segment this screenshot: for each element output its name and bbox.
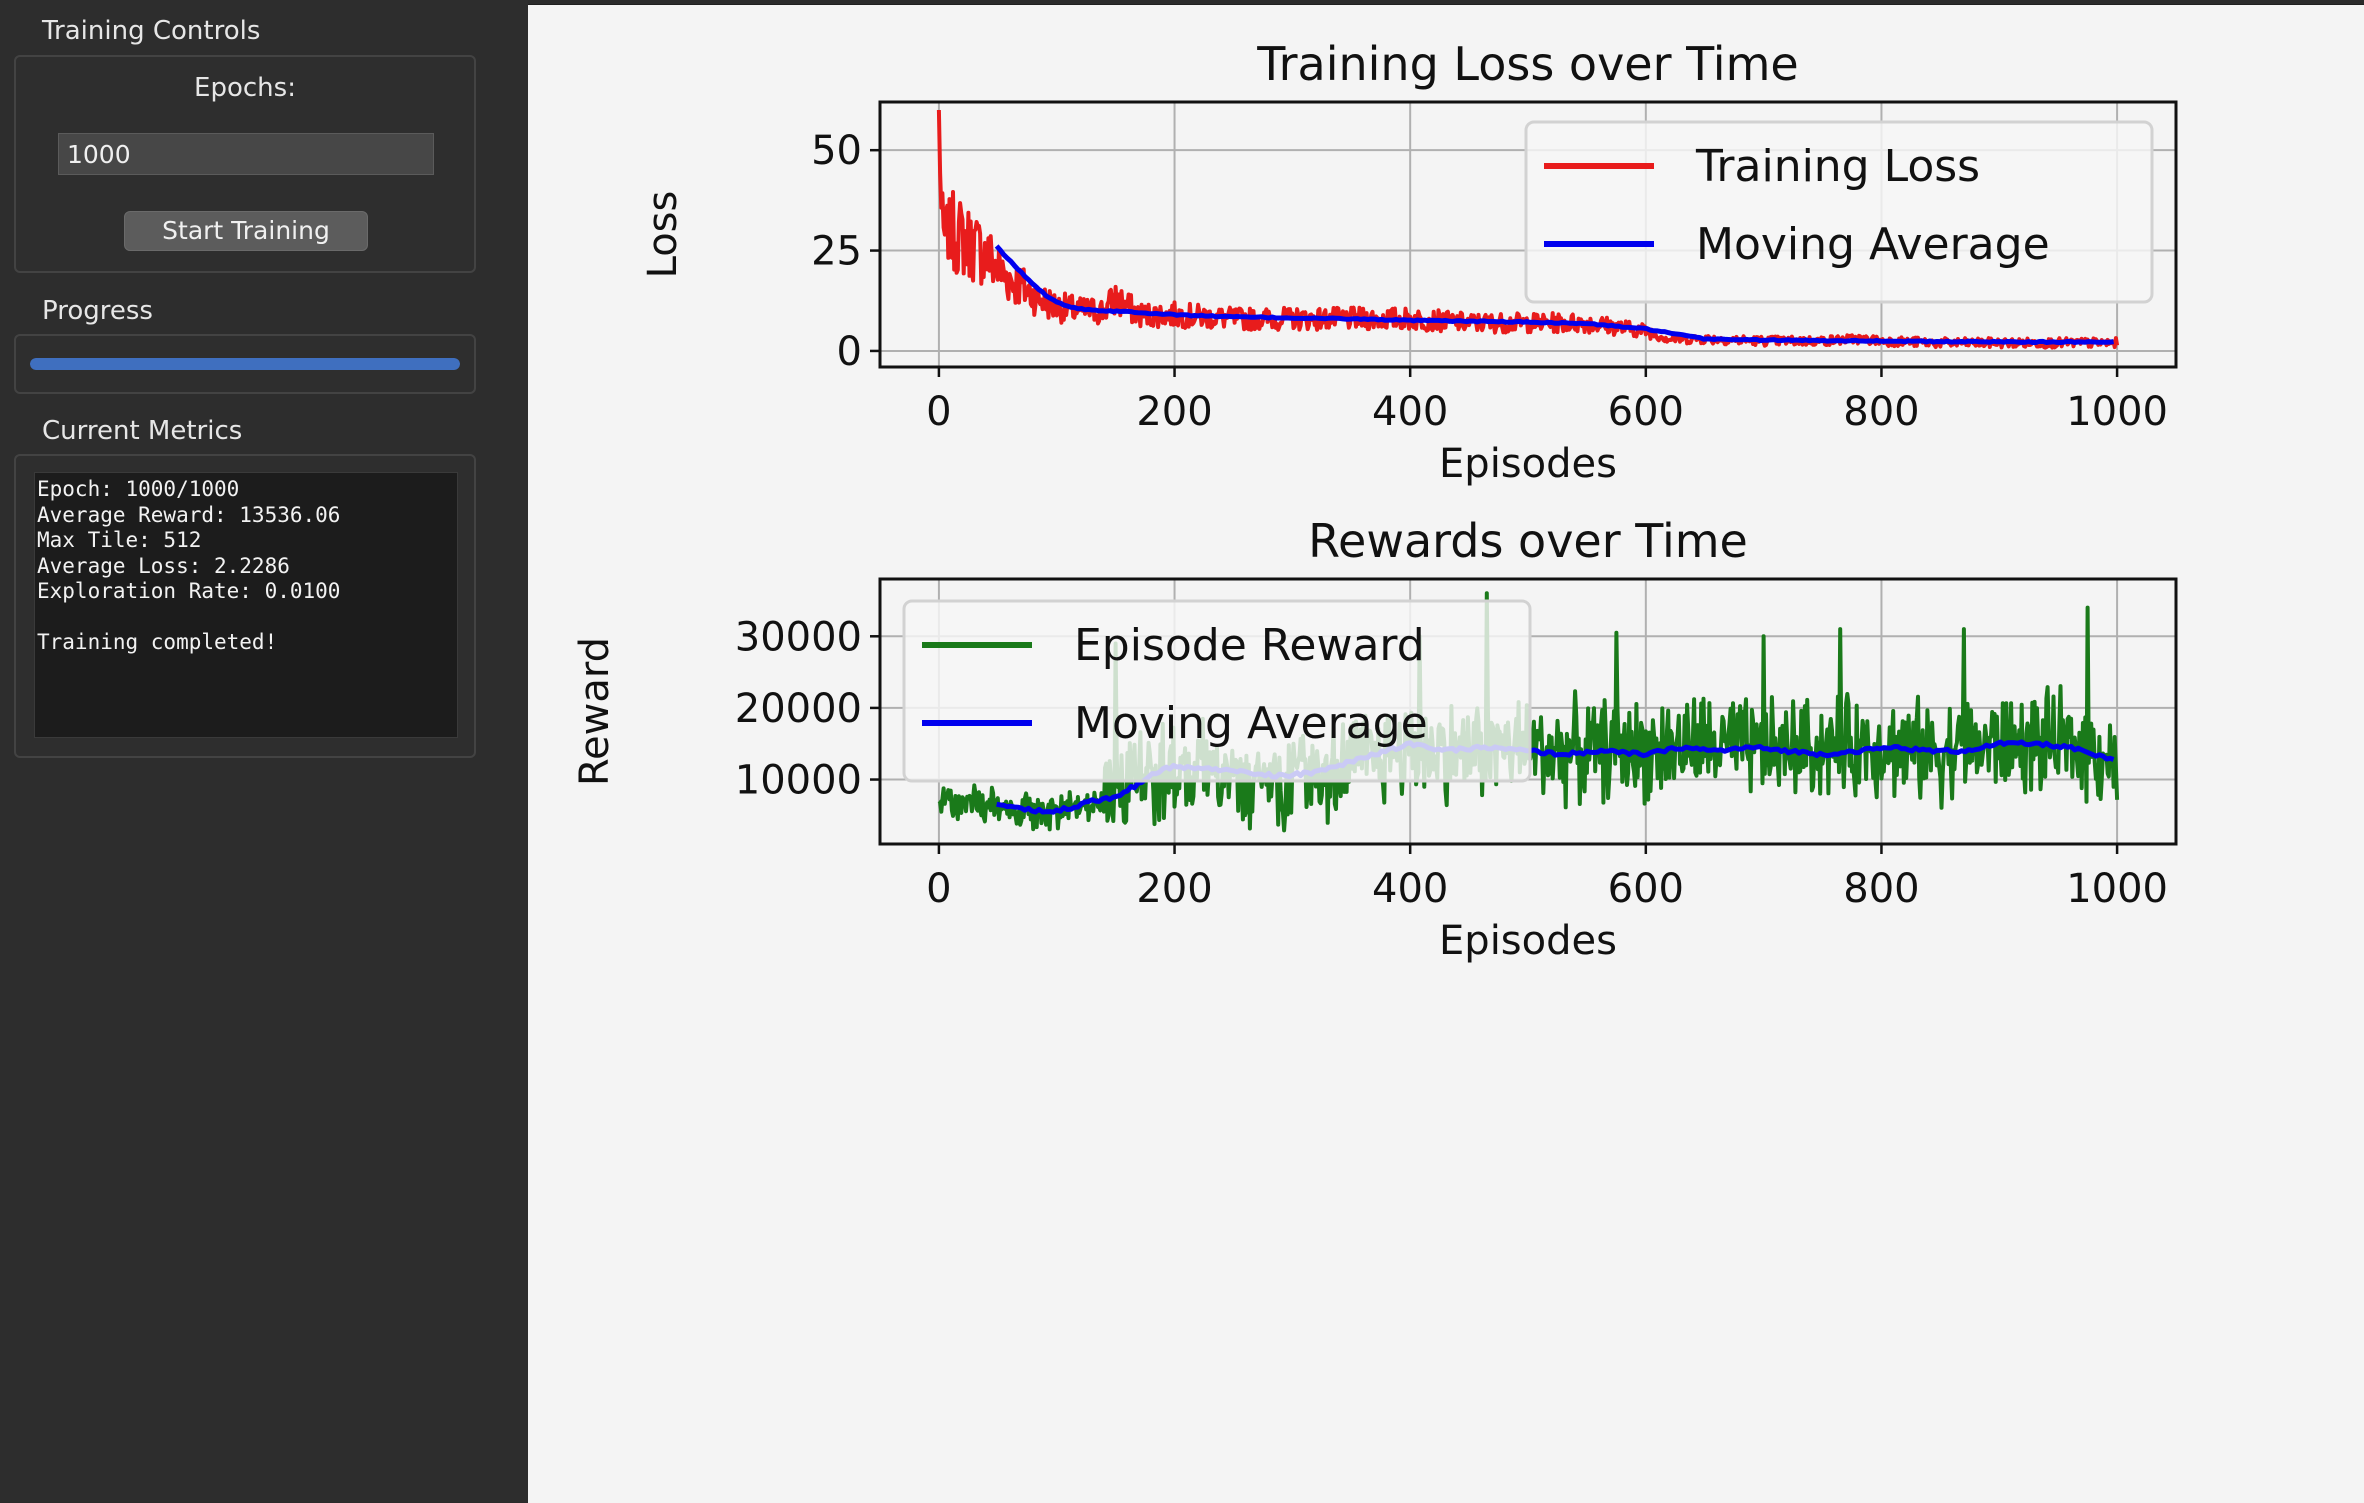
metrics-line <box>37 605 457 631</box>
legend-label: Moving Average <box>1074 698 1428 749</box>
sidebar: Training Controls Epochs: Start Training… <box>0 0 528 1502</box>
metrics-text-area[interactable]: Epoch: 1000/1000 Average Reward: 13536.06… <box>34 472 458 738</box>
x-tick-label: 200 <box>1136 389 1212 435</box>
x-tick-label: 1000 <box>2066 866 2168 912</box>
plot-area: Training Loss over Time 0 200 400 600 800 1000… <box>528 4 2364 1503</box>
legend: Training Loss Moving Average <box>1524 120 2154 304</box>
axes-frame <box>878 100 2178 369</box>
metrics-line: Training completed! <box>37 630 278 654</box>
legend-box <box>1524 120 2154 304</box>
x-axis-label: Episodes <box>1439 918 1617 964</box>
legend-label: Training Loss <box>1695 141 1980 192</box>
plots-canvas: Training Loss over Time 0 200 400 600 800 1000… <box>572 37 2178 964</box>
x-tick-label: 800 <box>1843 389 1919 435</box>
metrics-line: Epoch: 1000/1000 <box>37 477 240 501</box>
plot-lines <box>936 109 2120 350</box>
epochs-label: Epochs: <box>194 73 296 103</box>
x-tick-label: 400 <box>1372 389 1448 435</box>
chart-0: Training Loss over Time 0 200 400 600 800 1000… <box>640 37 2178 487</box>
progress-bar <box>30 358 460 370</box>
training-controls-title: Training Controls <box>42 16 261 46</box>
metrics-line: Max Tile: 512 <box>37 528 202 552</box>
x-tick-label: 200 <box>1136 866 1212 912</box>
series-line-1 <box>994 244 2114 345</box>
x-tick-label: 600 <box>1608 389 1684 435</box>
legend: Episode Reward Moving Average <box>902 599 1532 783</box>
progress-bar-fill <box>30 358 460 370</box>
metrics-line: Exploration Rate: 0.0100 <box>37 579 341 603</box>
x-axis-label: Episodes <box>1439 441 1617 487</box>
start-training-button[interactable]: Start Training <box>124 211 368 251</box>
y-tick-label: 20000 <box>735 686 862 732</box>
chart-title: Training Loss over Time <box>1256 37 1798 91</box>
x-tick-label: 600 <box>1608 866 1684 912</box>
chart-title: Rewards over Time <box>1308 514 1748 568</box>
current-metrics-title: Current Metrics <box>42 416 243 446</box>
epochs-input[interactable] <box>58 133 434 175</box>
current-metrics-group: Epoch: 1000/1000 Average Reward: 13536.06… <box>14 454 476 758</box>
y-axis-label: Loss <box>640 191 686 279</box>
x-tick-label: 400 <box>1372 866 1448 912</box>
y-axis-label: Reward <box>572 637 618 786</box>
progress-title: Progress <box>42 296 153 326</box>
x-tick-label: 0 <box>926 866 951 912</box>
y-tick-label: 10000 <box>735 758 862 804</box>
metrics-line: Average Loss: 2.2286 <box>37 553 290 578</box>
x-tick-label: 1000 <box>2066 389 2168 435</box>
axes-frame <box>878 577 2178 846</box>
x-tick-label: 800 <box>1843 866 1919 912</box>
legend-label: Moving Average <box>1696 219 2050 270</box>
y-tick-label: 30000 <box>735 614 862 660</box>
legend-label: Episode Reward <box>1074 620 1425 671</box>
y-tick-label: 25 <box>811 229 862 275</box>
metrics-line: Average Reward: 13536.06 <box>37 502 341 527</box>
legend-box <box>902 599 1532 783</box>
progress-group <box>14 334 476 394</box>
y-tick-label: 0 <box>837 329 862 375</box>
x-tick-label: 0 <box>926 389 951 435</box>
y-tick-label: 50 <box>811 128 862 174</box>
chart-1: Rewards over Time 0 200 400 600 800 1000 10000 2… <box>572 514 2178 964</box>
training-controls-group: Epochs: Start Training <box>14 55 476 273</box>
